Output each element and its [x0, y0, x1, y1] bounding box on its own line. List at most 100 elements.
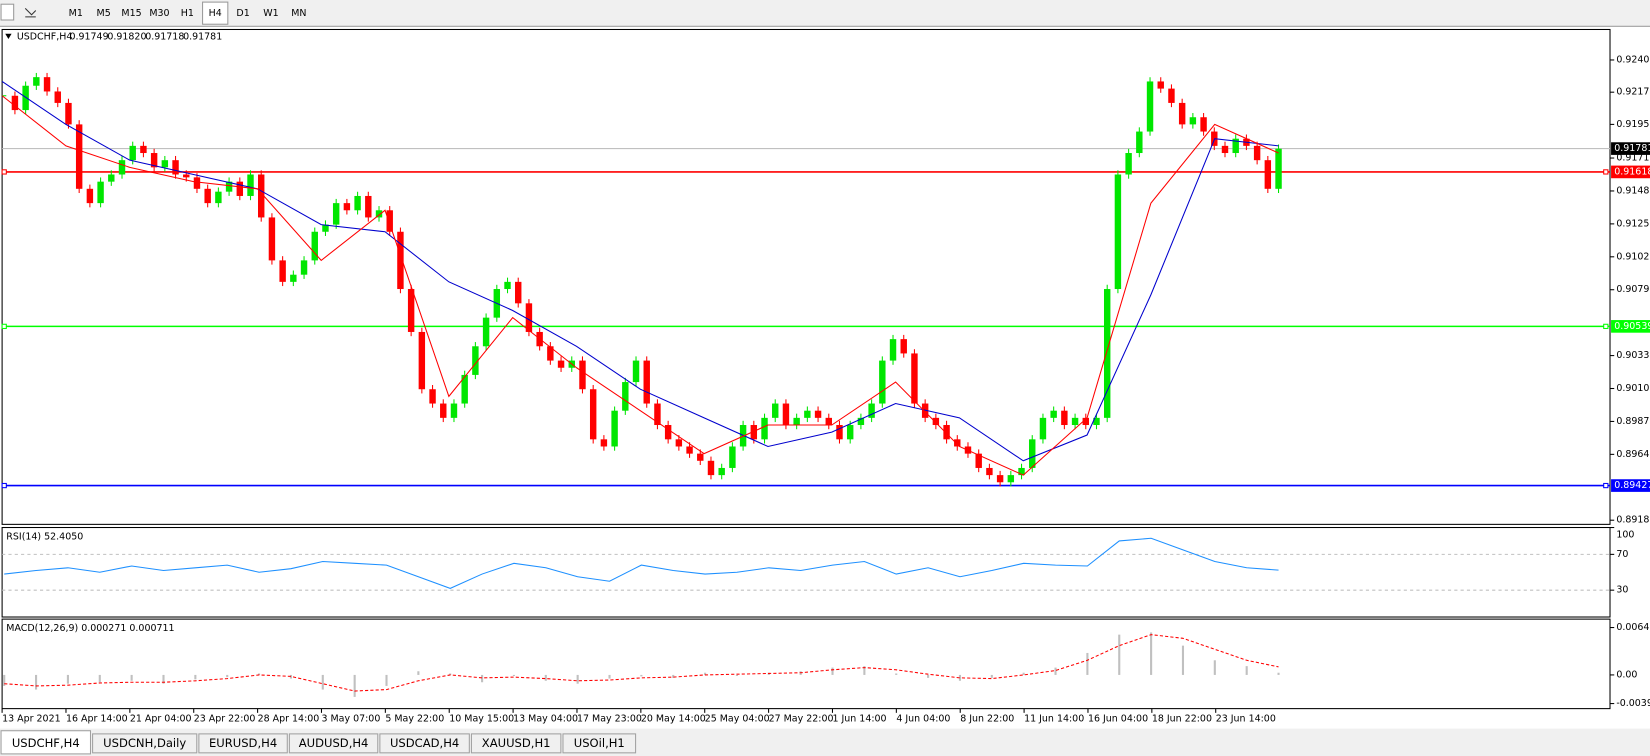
- macd-histogram-bar: [3, 674, 6, 686]
- date-label: 11 Jun 14:00: [1024, 714, 1084, 725]
- candle: [429, 389, 436, 404]
- macd-histogram-bar: [1086, 652, 1089, 675]
- price-tick-label: 0.91025: [1616, 251, 1650, 262]
- tab[interactable]: [562, 733, 637, 754]
- timeframe-button[interactable]: M1: [69, 8, 83, 19]
- candle: [750, 425, 758, 440]
- price-tick-label: 0.91255: [1616, 218, 1650, 229]
- candle: [418, 331, 426, 390]
- candle: [268, 217, 276, 261]
- candle: [332, 203, 340, 225]
- macd-histogram-bar: [1245, 666, 1248, 675]
- macd-histogram-bar: [449, 673, 452, 675]
- candle: [814, 410, 822, 418]
- timeframe-active: [202, 1, 229, 25]
- tab-label[interactable]: XAUUSD,H1: [482, 736, 551, 750]
- macd-histogram-bar: [895, 673, 898, 675]
- macd-histogram-bar: [1181, 645, 1185, 675]
- candle: [975, 453, 982, 468]
- tab[interactable]: [92, 733, 198, 754]
- candle: [236, 181, 244, 196]
- date-label: 20 May 14:00: [641, 714, 706, 725]
- chart-symbol: USDCHF,H4: [17, 31, 73, 42]
- timeframe-button[interactable]: H1: [181, 8, 194, 19]
- candle: [996, 475, 1004, 483]
- level-price-label: 0.89427: [1614, 480, 1650, 491]
- drawing-tools-icon[interactable]: [24, 8, 37, 18]
- price-tick-label: 0.91715: [1616, 153, 1650, 164]
- candle: [365, 195, 372, 218]
- timeframe-button[interactable]: M15: [121, 8, 141, 19]
- candle: [654, 403, 661, 426]
- price-tick-label: 0.90105: [1616, 383, 1650, 394]
- candle: [1039, 417, 1047, 440]
- tab-label[interactable]: USDCHF,H4: [12, 736, 80, 750]
- tab[interactable]: [0, 730, 92, 755]
- level-anchor: [1603, 169, 1609, 175]
- candle: [1071, 417, 1079, 426]
- macd-histogram-bar: [353, 674, 356, 697]
- candle: [707, 460, 715, 476]
- price-tick-label: 0.89645: [1616, 449, 1650, 460]
- candle: [632, 360, 640, 383]
- timeframe-button[interactable]: M5: [97, 8, 111, 19]
- tab-label[interactable]: USDCAD,H4: [390, 736, 459, 750]
- level-price-box: [1611, 479, 1650, 492]
- level-price-box: [1611, 165, 1650, 179]
- moving-average: [1, 81, 1279, 462]
- timeframe-button[interactable]: W1: [263, 8, 278, 19]
- candle: [172, 160, 179, 175]
- macd-histogram-bar: [608, 674, 611, 679]
- tab[interactable]: [470, 733, 562, 754]
- candle: [911, 353, 918, 404]
- candle: [900, 339, 907, 354]
- candle: [772, 403, 779, 418]
- chart-marker: [5, 33, 12, 39]
- candle: [579, 360, 586, 390]
- timeframe-button[interactable]: D1: [236, 8, 249, 19]
- candle: [664, 425, 672, 440]
- timeframe-button[interactable]: MN: [291, 8, 306, 19]
- tab[interactable]: [198, 733, 288, 754]
- tab-label[interactable]: EURUSD,H4: [209, 736, 277, 750]
- candle: [440, 403, 447, 418]
- date-label: 18 Jun 22:00: [1152, 714, 1212, 725]
- candle: [279, 260, 286, 282]
- candle: [75, 124, 83, 189]
- ohlc-close: 0.91781: [183, 31, 222, 42]
- candle: [386, 210, 393, 232]
- date-label: 13 May 04:00: [513, 714, 578, 725]
- candle: [183, 174, 190, 178]
- tab-label[interactable]: AUDUSD,H4: [299, 736, 369, 750]
- candle: [1029, 439, 1036, 468]
- candle: [343, 203, 351, 211]
- macd-histogram-bar: [481, 674, 484, 683]
- timeframe-button[interactable]: M30: [149, 8, 169, 19]
- tab[interactable]: [288, 733, 379, 754]
- macd-signal-line: [4, 634, 1279, 692]
- tab[interactable]: [379, 733, 470, 754]
- macd-histogram-bar: [321, 674, 324, 690]
- timeframe-button[interactable]: H4: [209, 8, 222, 19]
- candle: [461, 374, 468, 404]
- toolbar-icon[interactable]: [0, 3, 15, 21]
- candle: [525, 303, 533, 332]
- candle: [472, 346, 479, 375]
- candle: [1007, 475, 1015, 483]
- rsi-frame: [1, 526, 1611, 618]
- candle: [11, 95, 19, 111]
- tab-label[interactable]: USDCNH,Daily: [103, 736, 186, 750]
- tab-label[interactable]: USOil,H1: [574, 736, 625, 750]
- candle: [611, 410, 618, 447]
- macd-histogram-bar: [98, 674, 101, 683]
- candle: [547, 346, 554, 361]
- candle: [43, 77, 51, 92]
- level-price-label: 0.91618: [1614, 166, 1650, 177]
- candle: [22, 85, 29, 111]
- macd-frame: [1, 618, 1611, 710]
- macd-histogram-bar: [958, 674, 962, 681]
- candle: [300, 260, 308, 275]
- macd-histogram-bar: [735, 674, 739, 676]
